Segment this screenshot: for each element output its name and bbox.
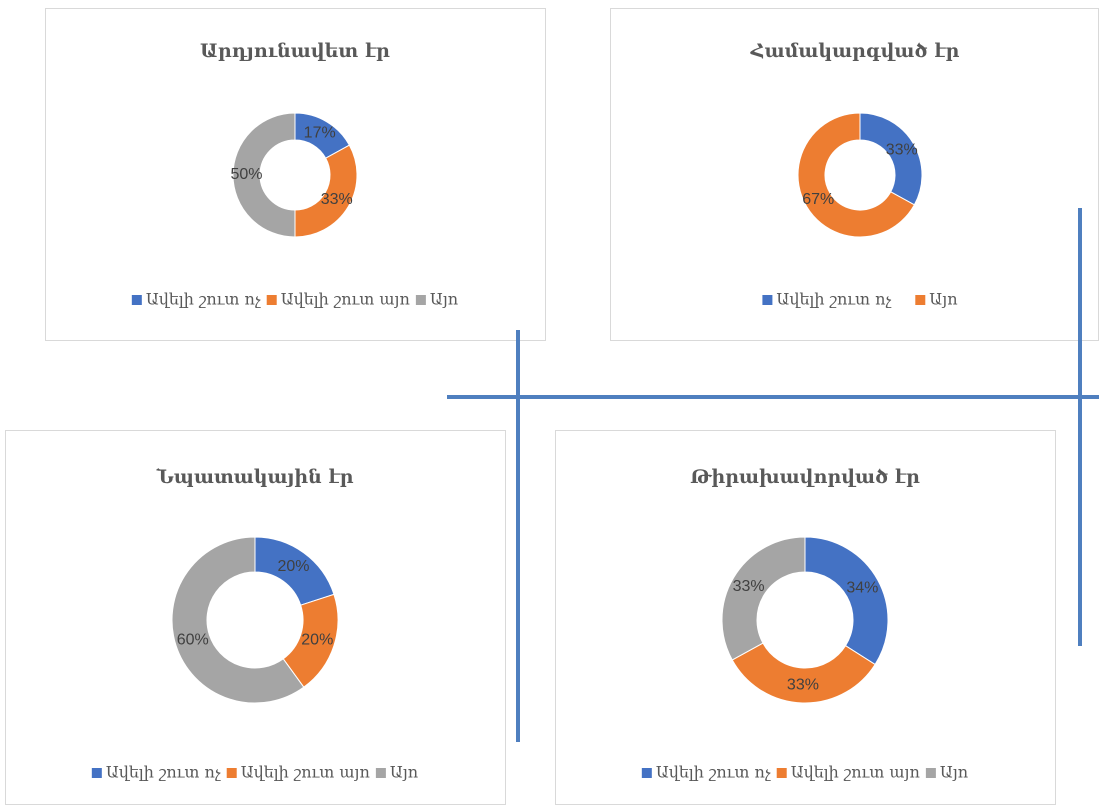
chart-title: Արդյունավետ էր	[200, 40, 390, 62]
legend-label: Այո	[929, 290, 957, 309]
legend-swatch	[226, 768, 237, 778]
legend-label: Այո	[940, 763, 968, 782]
chart-title: Թիրախավորված էր	[690, 466, 920, 488]
legend-swatch	[266, 295, 277, 305]
legend-label: Ավելի շուտ ոչ	[776, 290, 891, 309]
legend: Ավելի շուտ ոչ Այո	[762, 290, 958, 309]
legend-label: Ավելի շուտ ոչ	[106, 763, 221, 782]
legend-label: Ավելի շուտ այո	[241, 763, 370, 782]
data-label: 33%	[886, 142, 918, 159]
legend-label: Ավելի շուտ այո	[281, 290, 410, 309]
donut-segment	[721, 536, 806, 661]
donut-segment	[731, 642, 876, 704]
donut-segment	[804, 536, 889, 666]
data-label: 67%	[802, 191, 834, 208]
donut-segment	[294, 144, 358, 238]
legend: Ավելի շուտ ոչ Ավելի շուտ այո Այո	[641, 763, 968, 782]
legend: Ավելի շուտ ոչ Ավելի շուտ այո Այո	[91, 763, 418, 782]
legend-swatch	[91, 768, 102, 778]
data-label: 17%	[304, 124, 336, 141]
legend-swatch	[415, 295, 426, 305]
data-label: 34%	[846, 580, 878, 597]
legend-label: Ավելի շուտ ոչ	[146, 290, 261, 309]
legend: Ավելի շուտ ոչ Ավելի շուտ այո Այո	[131, 290, 458, 309]
chart-frame	[5, 430, 506, 805]
legend-label: Այո	[390, 763, 418, 782]
legend-label: Ավելի շուտ այո	[791, 763, 920, 782]
chart-title: Նպատակային էր	[156, 466, 354, 488]
chart-frame	[555, 430, 1056, 805]
legend-swatch	[131, 295, 142, 305]
data-label: 20%	[301, 631, 333, 648]
chart-frame	[610, 8, 1099, 341]
legend-swatch	[915, 295, 926, 305]
data-label: 33%	[321, 191, 353, 208]
donut-segment	[797, 112, 916, 238]
data-label: 33%	[733, 578, 765, 595]
data-label: 20%	[277, 558, 309, 575]
donut-segment	[171, 536, 305, 704]
donut-segment	[859, 112, 923, 206]
legend-swatch	[776, 768, 787, 778]
chart-title: Համակարգված էր	[750, 40, 960, 62]
chart-frame	[45, 8, 546, 341]
legend-label: Այո	[430, 290, 458, 309]
data-label: 33%	[787, 677, 819, 694]
legend-swatch	[925, 768, 936, 778]
legend-swatch	[762, 295, 773, 305]
data-label: 60%	[177, 631, 209, 648]
legend-swatch	[641, 768, 652, 778]
data-label: 50%	[230, 166, 262, 183]
donut-segment	[232, 112, 296, 238]
legend-swatch	[375, 768, 386, 778]
legend-label: Ավելի շուտ ոչ	[656, 763, 771, 782]
